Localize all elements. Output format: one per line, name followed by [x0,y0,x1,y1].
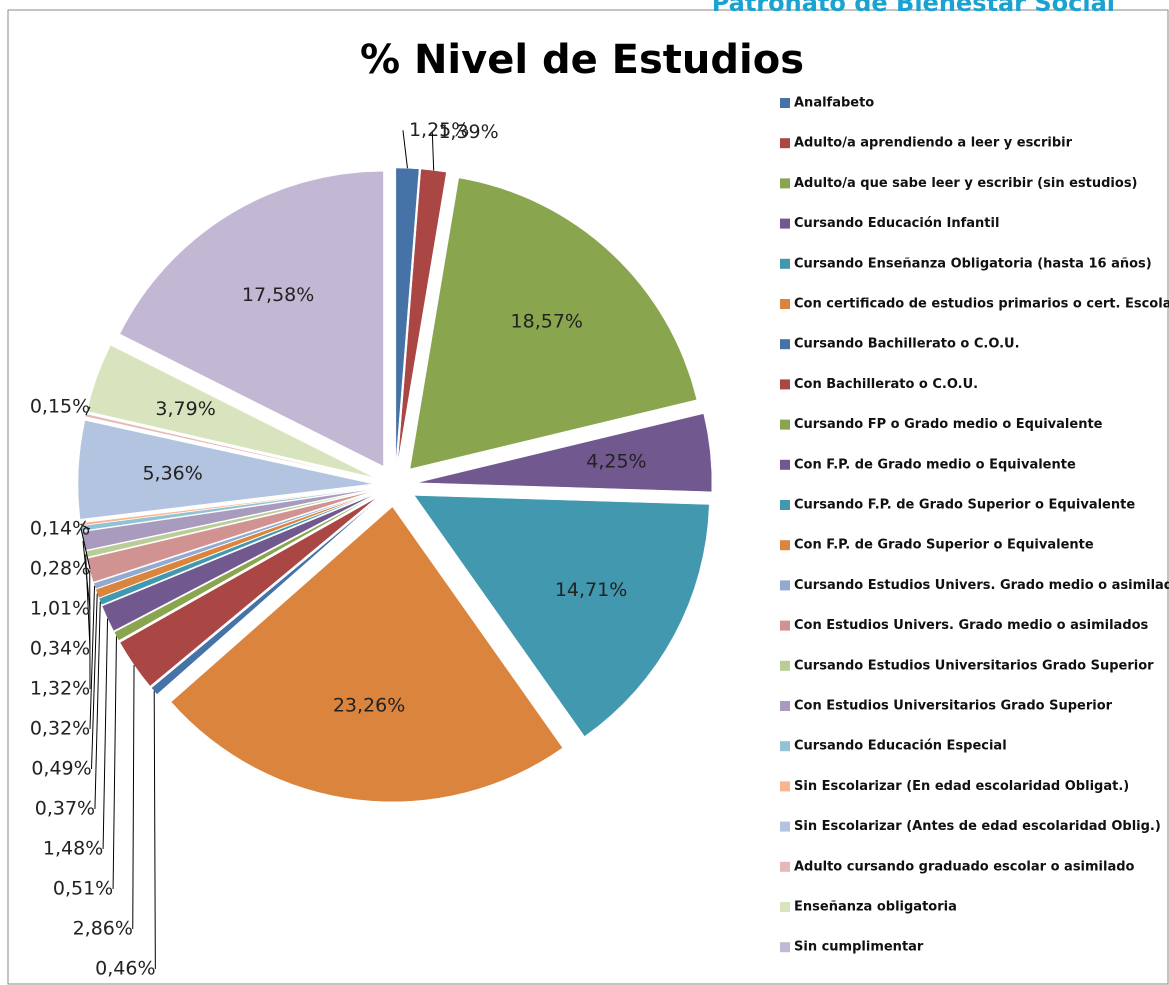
pie-slice [119,171,384,467]
data-label: 0,34% [30,638,90,660]
legend-swatch [780,540,790,551]
data-label: 0,51% [53,878,113,900]
leader-line [112,636,117,890]
data-label: 23,26% [333,695,405,717]
leader-line [132,664,135,930]
legend-label: Con F.P. de Grado Superior o Equivalente [794,538,1094,553]
legend-swatch [780,459,790,470]
legend-label: Enseñanza obligatoria [794,900,957,915]
legend-swatch [780,98,790,108]
legend-swatch [780,258,790,269]
chart-title: % Nivel de Estudios [360,37,804,83]
data-label: 0,49% [31,758,91,780]
legend-label: Cursando F.P. de Grado Superior o Equiva… [794,498,1135,513]
legend-label: Cursando Enseñanza Obligatoria (hasta 16… [794,256,1152,271]
pie-slice [93,491,375,590]
leader-line [80,528,91,570]
data-label: 0,14% [30,518,90,540]
legend-swatch [780,419,790,430]
legend-label: Con certificado de estudios primarios o … [794,297,1169,312]
legend-label: Cursando Educación Especial [794,739,1007,754]
legend-label: Cursando Bachillerato o C.O.U. [794,337,1020,352]
legend-swatch [780,580,790,591]
legend-swatch [780,660,790,671]
legend-label: Con Estudios Univers. Grado medio o asim… [794,618,1149,633]
data-label: 4,25% [586,451,646,473]
legend-label: Con F.P. de Grado medio o Equivalente [794,457,1076,472]
data-label: 1,39% [438,121,498,143]
leader-line [80,523,91,530]
pie-slice [413,495,710,737]
legend-label: Con Bachillerato o C.O.U. [794,377,978,392]
data-label: 14,71% [555,579,627,601]
legend-label: Adulto cursando graduado escolar o asimi… [794,859,1135,874]
legend-label: Sin Escolarizar (En edad escolaridad Obl… [794,779,1129,794]
legend-swatch [780,781,790,792]
legend-swatch [780,821,790,832]
data-label: 3,79% [155,398,215,420]
legend-swatch [780,902,790,912]
legend-swatch [780,299,790,309]
data-label: 1,48% [43,838,103,860]
leader-line [91,593,98,770]
data-label: 0,37% [35,798,95,820]
legend-label: Cursando Educación Infantil [794,216,999,231]
data-label: 1,01% [30,598,90,620]
legend-label: Adulto/a que sabe leer y escribir (sin e… [794,176,1138,191]
pie-slice [151,499,379,695]
legend-swatch [780,379,790,390]
leader-line [94,601,101,810]
legend-label: Adulto/a aprendiendo a leer y escribir [794,136,1073,151]
legend-label: Sin cumplimentar [794,940,924,955]
legend-label: Con Estudios Universitarios Grado Superi… [794,699,1113,714]
legend-swatch [780,701,790,711]
legend-swatch [780,500,790,510]
legend-label: Cursando Estudios Univers. Grado medio o… [794,578,1169,593]
legend-label: Cursando FP o Grado medio o Equivalente [794,417,1103,432]
leader-line [102,618,109,850]
legend-label: Cursando Estudios Universitarios Grado S… [794,658,1154,673]
leader-line [82,541,91,610]
legend-swatch [780,620,790,631]
leader-line [153,691,156,970]
legend-swatch [780,339,790,350]
pie-slice [170,506,563,803]
legend-swatch [780,218,790,229]
leader-line [85,406,91,416]
legend-swatch [780,861,790,872]
pie-slice [77,420,374,520]
data-label: 18,57% [511,311,583,333]
legend-swatch [780,178,790,189]
legend-swatch [780,138,790,149]
data-label: 5,36% [142,463,202,485]
legend-swatch [780,741,790,752]
pie-slice [416,413,713,493]
leader-line [89,586,96,730]
data-label: 0,46% [95,958,155,980]
pie-slice [113,495,376,641]
legend-label: Analfabeto [794,96,874,111]
data-label: 17,58% [242,284,314,306]
leader-line [402,130,408,169]
data-label: 2,86% [73,918,133,940]
pie-slice [409,177,698,470]
data-label: 1,32% [30,678,90,700]
legend-label: Sin Escolarizar (Antes de edad escolarid… [794,819,1161,834]
pie-slice [119,497,378,687]
pie-slice [86,344,375,478]
data-label: 0,28% [30,558,90,580]
leader-line [431,132,435,171]
legend-swatch [780,942,790,953]
data-label: 0,15% [30,395,90,417]
header: Patronato de Bienestar Social [712,0,1115,17]
pie-slice [86,490,374,583]
data-label: 1,25% [409,119,469,141]
data-label: 0,32% [30,718,90,740]
